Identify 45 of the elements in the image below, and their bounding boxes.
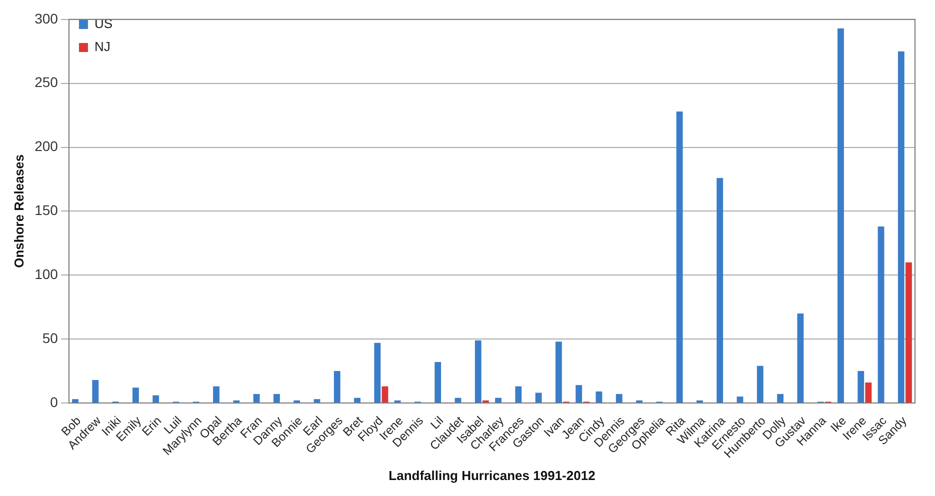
bar (495, 398, 502, 402)
bar (878, 226, 884, 402)
bar (454, 398, 462, 402)
bar (273, 394, 280, 402)
y-tick-label: 250 (34, 74, 58, 90)
bar (596, 391, 602, 402)
bar (898, 51, 904, 402)
y-tick-label: 300 (34, 10, 58, 26)
bar (676, 111, 683, 402)
bar (756, 366, 764, 402)
bar (616, 394, 622, 402)
bar (905, 262, 912, 402)
y-axis-title: Onshore Releases (11, 154, 26, 268)
bar (132, 388, 139, 402)
bar (253, 394, 260, 402)
bar (72, 399, 78, 402)
bar (736, 396, 744, 402)
y-tick-label: 150 (34, 202, 58, 218)
legend-label: NJ (94, 39, 110, 54)
y-tick-label: 100 (34, 266, 58, 282)
x-axis-title: Landfalling Hurricanes 1991-2012 (388, 468, 596, 483)
bar (515, 386, 522, 402)
bar (314, 399, 320, 402)
bar (382, 386, 388, 402)
bar (555, 342, 562, 402)
bar (716, 178, 724, 402)
bar (474, 340, 482, 402)
bar (92, 380, 99, 402)
bar (213, 386, 220, 402)
bar (152, 395, 160, 402)
bar (777, 394, 784, 402)
y-tick-label: 200 (34, 138, 58, 154)
bar (434, 362, 442, 402)
y-tick-label: 0 (50, 394, 58, 410)
bar (374, 342, 381, 402)
bar (865, 382, 872, 402)
bar (354, 398, 360, 402)
y-tick-label: 50 (42, 330, 58, 346)
bar (334, 371, 340, 402)
bar (576, 385, 582, 402)
x-tick-label: Erin (139, 414, 164, 439)
bar (838, 28, 844, 402)
bar (858, 371, 864, 402)
bar (535, 392, 542, 402)
bar (797, 313, 804, 402)
